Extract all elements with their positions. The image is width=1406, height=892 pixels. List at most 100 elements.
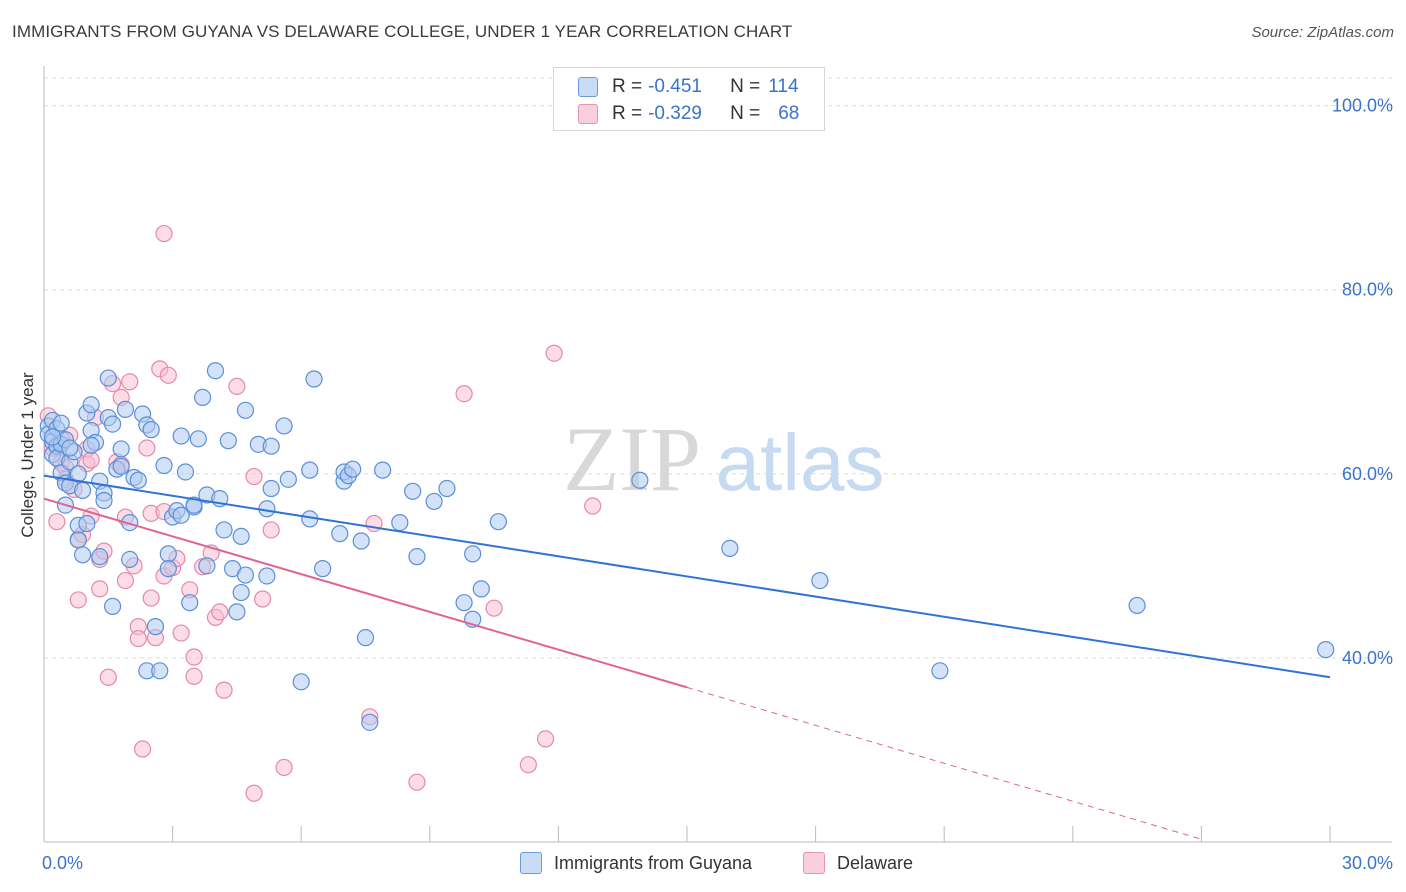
legend-item-delaware[interactable]: Delaware xyxy=(803,852,913,874)
guyana-point xyxy=(236,566,255,584)
delaware-point xyxy=(91,580,109,598)
guyana-point xyxy=(314,560,332,578)
delaware-point xyxy=(185,648,203,666)
guyana-point xyxy=(112,440,130,458)
guyana-point xyxy=(155,456,173,475)
guyana-point xyxy=(344,460,362,478)
legend-n-label: N = xyxy=(730,76,761,97)
tick-labels: 40.0% 60.0% 80.0% 100.0% 0.0% 30.0% xyxy=(42,96,1393,873)
delaware-point xyxy=(69,591,87,609)
guyana-point xyxy=(206,362,225,380)
guyana-point xyxy=(73,481,92,499)
delaware-point xyxy=(408,773,426,791)
guyana-point xyxy=(811,571,829,590)
guyana-point xyxy=(82,436,100,454)
guyana-point xyxy=(232,583,250,602)
legend-r-value: -0.451 xyxy=(648,76,702,97)
delaware-point xyxy=(536,730,555,748)
delaware-point xyxy=(116,571,135,590)
guyana-point xyxy=(172,427,190,445)
guyana-point xyxy=(361,713,379,731)
guyana-point xyxy=(73,546,92,564)
legend-n-value: 114 xyxy=(768,76,799,97)
legend-r-label: R = xyxy=(612,76,643,97)
watermark: ZIP atlas xyxy=(563,408,884,510)
delaware-point xyxy=(262,521,280,539)
guyana-point xyxy=(721,539,739,557)
y-tick-label: 100.0% xyxy=(1332,96,1393,116)
guyana-point xyxy=(631,471,649,489)
series-legend: Immigrants from Guyana Delaware xyxy=(0,852,1406,878)
legend-r-label: R = xyxy=(612,103,643,124)
guyana-point xyxy=(185,496,203,514)
guyana-point xyxy=(262,437,280,455)
guyana-point xyxy=(198,557,216,575)
delaware-point xyxy=(275,758,293,777)
legend-swatch-blue xyxy=(578,77,598,97)
delaware-point xyxy=(584,497,602,515)
source-label: Source: ZipAtlas.com xyxy=(1251,24,1394,41)
guyana-point xyxy=(279,470,297,488)
legend-item-guyana[interactable]: Immigrants from Guyana xyxy=(520,852,752,874)
delaware-point xyxy=(121,373,139,391)
delaware-point xyxy=(254,590,272,608)
guyana-point xyxy=(121,550,139,569)
delaware-point xyxy=(138,439,156,457)
guyana-point xyxy=(172,506,190,524)
delaware-trend-line xyxy=(43,497,688,689)
delaware-point xyxy=(245,467,263,486)
guyana-point xyxy=(129,471,147,489)
legend-label-delaware: Delaware xyxy=(837,852,914,873)
legend-box: R = -0.451 N = 114 R = -0.329 N = 68 xyxy=(553,67,825,131)
guyana-point xyxy=(112,457,130,476)
delaware-point xyxy=(159,366,177,384)
guyana-point xyxy=(292,673,310,691)
delaware-point xyxy=(133,740,152,758)
trend-layer xyxy=(43,474,1331,840)
legend-n-label: N = xyxy=(730,103,761,124)
guyana-point xyxy=(391,513,409,532)
legend-row-delaware: R = -0.329 N = 68 xyxy=(578,102,799,126)
delaware-point xyxy=(172,624,190,642)
guyana-point xyxy=(489,513,507,531)
delaware-point xyxy=(215,681,233,699)
guyana-point xyxy=(228,603,246,621)
legend-label-guyana: Immigrants from Guyana xyxy=(554,852,753,873)
x-tick-label-min: 0.0% xyxy=(42,853,83,873)
delaware-point xyxy=(155,224,173,243)
legend-swatch-pink xyxy=(578,104,598,124)
legend-n-value: 68 xyxy=(778,103,800,124)
y-tick-label: 40.0% xyxy=(1342,648,1393,668)
guyana-point xyxy=(91,548,109,566)
guyana-point xyxy=(331,525,349,543)
watermark-atlas: atlas xyxy=(716,418,885,507)
delaware-trend-extension xyxy=(686,686,1202,840)
guyana-point xyxy=(438,479,456,498)
guyana-point xyxy=(374,461,392,479)
legend-swatch-pink xyxy=(803,852,825,874)
guyana-trend-line xyxy=(43,474,1331,679)
guyana-point xyxy=(159,545,177,563)
watermark-zip: ZIP xyxy=(563,408,701,510)
legend-r-value: -0.329 xyxy=(648,103,702,124)
guyana-point xyxy=(455,594,473,612)
guyana-point xyxy=(464,545,482,563)
guyana-point xyxy=(159,560,177,578)
delaware-point xyxy=(519,756,537,774)
guyana-point xyxy=(1128,596,1146,615)
guyana-point xyxy=(258,567,276,585)
guyana-point xyxy=(262,479,280,498)
delaware-point xyxy=(142,589,160,607)
delaware-point xyxy=(545,344,563,362)
y-tick-label: 60.0% xyxy=(1342,464,1393,484)
guyana-point xyxy=(472,580,490,598)
guyana-point xyxy=(931,662,949,680)
guyana-point xyxy=(194,388,212,407)
guyana-point xyxy=(146,618,165,636)
guyana-point xyxy=(69,531,87,549)
delaware-point xyxy=(485,599,503,617)
guyana-point xyxy=(142,421,160,439)
guyana-point xyxy=(103,597,122,615)
guyana-point xyxy=(215,521,233,539)
